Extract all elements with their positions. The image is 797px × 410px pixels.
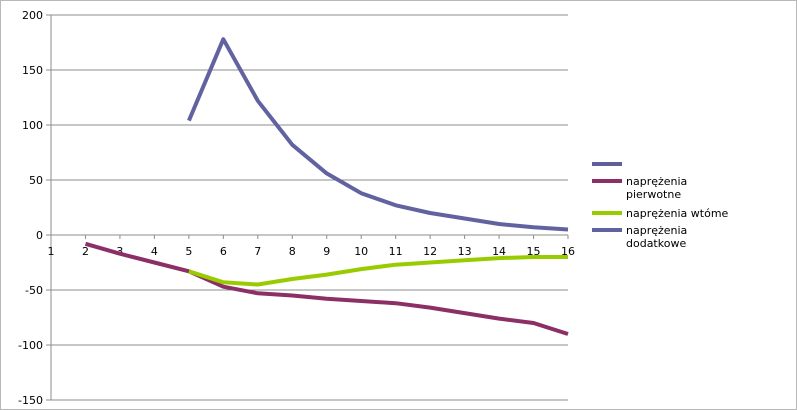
series-line-2 [188, 255, 568, 287]
x-tick-label: 3 [116, 245, 123, 258]
x-tick-label: 2 [82, 245, 89, 258]
x-tick-label: 11 [389, 245, 403, 258]
y-tick-label: 200 [22, 9, 43, 22]
x-tick-label: 9 [323, 245, 330, 258]
y-tick-label: -50 [25, 284, 43, 297]
x-tick-label: 7 [254, 245, 261, 258]
gridlines [51, 14, 568, 401]
x-tick-label: 4 [151, 245, 158, 258]
x-tick-label: 5 [185, 245, 192, 258]
legend-label: dodatkowe [626, 237, 686, 250]
x-tick-label: 6 [220, 245, 227, 258]
x-tick-label: 12 [423, 245, 437, 258]
y-tick-label: 0 [36, 229, 43, 242]
y-tick-label: 150 [22, 64, 43, 77]
x-tick-label: 13 [458, 245, 472, 258]
series-line-1 [84, 241, 569, 336]
legend-label: naprężenia [626, 175, 687, 188]
x-tick-label: 15 [527, 245, 541, 258]
y-tick-label: -100 [18, 339, 43, 352]
legend-label: pierwotne [626, 188, 681, 201]
x-tick-label: 1 [48, 245, 55, 258]
series-line-3 [187, 37, 569, 232]
legend-label: naprężenia [626, 224, 687, 237]
y-tick-label: 50 [29, 174, 43, 187]
y-tick-label: -150 [18, 394, 43, 407]
x-tick-label: 14 [492, 245, 506, 258]
x-tick-label: 8 [289, 245, 296, 258]
series-lines [84, 37, 569, 336]
legend-label: naprężenia wtóme [626, 207, 729, 220]
x-tick-label: 10 [354, 245, 368, 258]
x-tick-label: 16 [561, 245, 575, 258]
y-tick-label: 100 [22, 119, 43, 132]
